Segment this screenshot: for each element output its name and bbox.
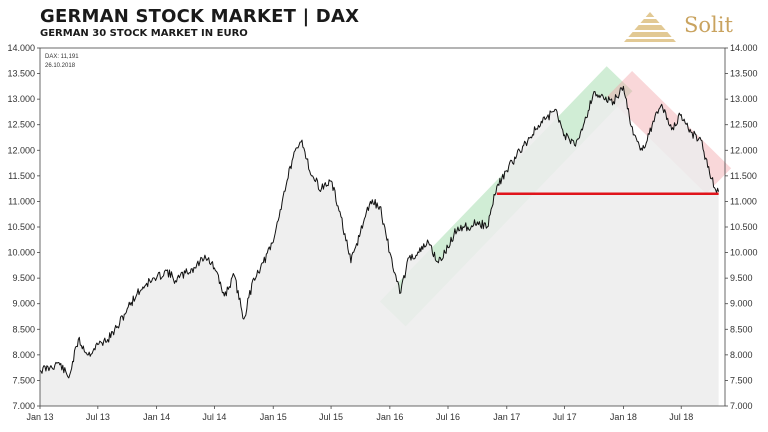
x-tick-label: Jul 15	[319, 412, 343, 422]
x-tick-label: Jan 17	[493, 412, 520, 422]
y-tick-label-right: 7.500	[730, 375, 753, 385]
y-tick-label-left: 12.000	[7, 145, 35, 155]
axes: 7.000 7.000 7.500 7.500 8.000 8.000 8.500 8.500…	[7, 43, 757, 422]
y-tick-label-left: 11.500	[8, 171, 35, 181]
x-tick-label: Jul 18	[669, 412, 693, 422]
y-tick-label-right: 13.500	[730, 69, 758, 79]
chart-subtitle: GERMAN 30 STOCK MARKET IN EURO	[40, 28, 248, 39]
price-area	[40, 86, 719, 407]
y-tick-label-left: 7.500	[12, 375, 35, 385]
x-tick-label: Jan 15	[260, 412, 287, 422]
y-tick-label-left: 9.500	[12, 273, 35, 283]
y-tick-label-right: 11.500	[730, 171, 757, 181]
y-tick-label-right: 10.000	[730, 248, 758, 258]
y-tick-label-left: 13.000	[7, 94, 35, 104]
price-line	[39, 85, 720, 379]
solit-logo: Solit	[622, 10, 752, 46]
y-tick-label-right: 9.500	[730, 273, 753, 283]
y-tick-label-right: 12.500	[730, 120, 758, 130]
y-tick-label-left: 13.500	[7, 69, 35, 79]
y-tick-label-right: 9.000	[730, 299, 753, 309]
y-tick-label-left: 10.500	[7, 222, 35, 232]
x-tick-label: Jan 18	[610, 412, 637, 422]
y-tick-label-left: 14.000	[7, 43, 35, 53]
y-tick-label-left: 7.000	[12, 401, 35, 411]
x-tick-label: Jul 17	[553, 412, 577, 422]
y-tick-label-left: 11.000	[8, 196, 35, 206]
date-label: 26.10.2018	[45, 63, 76, 69]
y-tick-label-left: 9.000	[12, 299, 35, 309]
x-tick-label: Jan 14	[143, 412, 170, 422]
x-tick-label: Jul 14	[202, 412, 226, 422]
y-tick-label-left: 8.500	[12, 324, 35, 334]
y-tick-label-right: 13.000	[730, 94, 758, 104]
y-tick-label-right: 14.000	[730, 43, 758, 53]
y-tick-label-right: 10.500	[730, 222, 758, 232]
y-tick-label-left: 10.000	[7, 248, 35, 258]
y-tick-label-right: 11.000	[730, 196, 757, 206]
y-tick-label-right: 7.000	[730, 401, 753, 411]
y-tick-label-right: 8.000	[730, 350, 753, 360]
x-tick-label: Jul 16	[436, 412, 460, 422]
dax-value-label: DAX: 11,191	[45, 54, 79, 60]
pyramid-logo-icon	[624, 12, 676, 42]
y-tick-label-left: 12.500	[7, 120, 35, 130]
y-tick-label-right: 12.000	[730, 145, 758, 155]
x-tick-label: Jan 16	[376, 412, 403, 422]
x-tick-label: Jan 13	[26, 412, 53, 422]
y-tick-label-right: 8.500	[730, 324, 753, 334]
logo-text: Solit	[684, 13, 733, 37]
chart-title: GERMAN STOCK MARKET | DAX	[40, 6, 360, 27]
x-tick-label: Jul 13	[86, 412, 110, 422]
y-tick-label-left: 8.000	[12, 350, 35, 360]
